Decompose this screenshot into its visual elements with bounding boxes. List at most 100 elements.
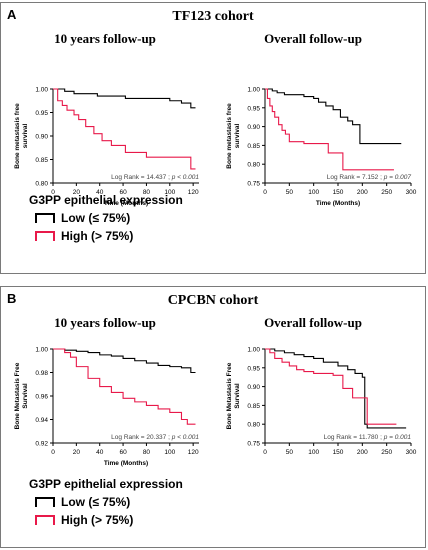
y-tick-label: 0.96 (35, 394, 48, 401)
x-tick-label: 60 (119, 189, 127, 196)
x-tick-label: 50 (286, 449, 294, 456)
legend-item-high: High (> 75%) (35, 229, 133, 243)
y-tick-label: 0.95 (247, 365, 260, 372)
log-rank-value: Log Rank = 14.437 ; (111, 174, 172, 181)
log-rank-annotation: Log Rank = 7.152 ; p = 0.007 (327, 174, 412, 181)
y-tick-label: 0.95 (247, 105, 260, 112)
legend-label: Low (≤ 75%) (61, 211, 131, 225)
y-axis-label-line: survival (234, 124, 241, 149)
p-value: p < 0.001 (171, 434, 200, 441)
x-tick-label: 80 (143, 449, 151, 456)
y-tick-label: 0.90 (35, 134, 48, 141)
y-tick-label: 1.00 (35, 87, 48, 94)
x-tick-label: 250 (381, 189, 392, 196)
y-axis-label-line: Bone metastasis free (226, 103, 233, 169)
legend-label: High (> 75%) (61, 229, 134, 243)
legend-item-high: High (> 75%) (35, 513, 133, 527)
log-rank-value: Log Rank = 20.337 ; (111, 434, 172, 441)
y-tick-label: 0.92 (35, 441, 48, 448)
x-tick-label: 40 (96, 449, 104, 456)
legend-step-icon (35, 497, 55, 507)
x-tick-label: 150 (333, 189, 344, 196)
x-tick-label: 80 (143, 189, 151, 196)
log-rank-annotation: Log Rank = 20.337 ; p < 0.001 (111, 434, 199, 441)
km-curve-low (265, 88, 402, 145)
km-chart-b-10y: 0.92 0.94 0.96 0.98 1.00 0 20 40 60 80 100 120 Time … (14, 347, 199, 468)
x-tick-label: 50 (286, 189, 294, 196)
x-tick-label: 0 (263, 449, 267, 456)
km-chart-a-10y: 0.80 0.85 0.90 0.95 1.00 0 20 40 60 80 100 120 Time … (14, 87, 199, 208)
y-axis-label-line: Survival (22, 383, 29, 408)
legend-step-icon (35, 213, 55, 223)
legend-step-icon (35, 231, 55, 241)
y-axis-label: Bone metastasis freesurvival (14, 103, 29, 169)
x-tick-label: 0 (51, 189, 55, 196)
km-chart-b-overall: 0.75 0.80 0.85 0.90 0.95 1.00 0 50 100 150 200 250 3… (226, 347, 417, 457)
y-tick-label: 0.90 (247, 384, 260, 391)
km-chart-a-overall: 0.75 0.80 0.85 0.90 0.95 1.00 0 50 100 150 200 250 3… (226, 87, 417, 208)
x-tick-label: 300 (406, 449, 417, 456)
y-tick-label: 0.94 (35, 417, 48, 424)
x-axis-label: Time (Months) (104, 460, 148, 467)
log-rank-value: Log Rank = 11.780 ; (324, 434, 384, 441)
x-tick-label: 100 (308, 189, 319, 196)
panel-letter: B (7, 291, 17, 306)
chart-title: 10 years follow-up (54, 315, 156, 330)
y-tick-label: 0.80 (247, 422, 260, 429)
x-tick-label: 20 (73, 189, 81, 196)
x-axis-label: Time (Months) (104, 200, 148, 207)
km-curve-high (265, 348, 397, 425)
x-tick-label: 60 (119, 449, 127, 456)
legend-label: High (> 75%) (61, 513, 134, 527)
y-tick-label: 0.85 (35, 157, 48, 164)
p-value: p = 0.001 (383, 434, 412, 441)
x-axis-label: Time (Months) (316, 200, 360, 207)
legend-step-icon (35, 515, 55, 525)
cohort-title: TF123 cohort (172, 9, 254, 24)
y-axis-label-line: Bone Metastasis Free (226, 362, 233, 429)
panel-letter: A (7, 7, 17, 22)
y-tick-label: 1.00 (35, 347, 48, 354)
y-axis-label: Bone metastasis freesurvival (226, 103, 241, 169)
y-tick-label: 0.85 (247, 143, 260, 150)
chart-title: Overall follow-up (264, 31, 362, 46)
km-curve-low (53, 88, 196, 109)
x-tick-label: 120 (188, 189, 199, 196)
y-axis-label-line: survival (22, 124, 29, 149)
y-tick-label: 0.90 (247, 124, 260, 131)
legend-item-low: Low (≤ 75%) (35, 211, 130, 225)
y-axis-label: Bone Metastasis FreeSurvival (14, 362, 29, 429)
km-curve-high (53, 88, 196, 170)
y-axis-label-line: Survival (234, 383, 241, 408)
cohort-title: CPCBN cohort (167, 293, 259, 308)
x-tick-label: 40 (96, 189, 104, 196)
panel-a: A TF123 cohort 10 years follow-up Overal… (0, 2, 426, 274)
y-tick-label: 1.00 (247, 347, 260, 354)
p-value: p < 0.001 (171, 174, 200, 181)
log-rank-annotation: Log Rank = 14.437 ; p < 0.001 (111, 174, 199, 181)
x-tick-label: 100 (308, 449, 319, 456)
panel-b: B CPCBN cohort 10 years follow-up Overal… (0, 286, 426, 548)
legend-title: G3PP epithelial expression (29, 193, 183, 207)
x-tick-label: 120 (188, 449, 199, 456)
y-tick-label: 0.80 (247, 162, 260, 169)
km-curve-low (265, 348, 407, 429)
legend-label: Low (≤ 75%) (61, 495, 131, 509)
x-tick-label: 250 (381, 449, 392, 456)
x-tick-label: 300 (406, 189, 417, 196)
km-curve-low (53, 348, 196, 374)
x-tick-label: 20 (73, 449, 81, 456)
x-tick-label: 200 (357, 449, 368, 456)
y-tick-label: 1.00 (247, 87, 260, 94)
y-axis-label: Bone Metastasis FreeSurvival (226, 362, 241, 429)
km-curve-high (265, 88, 394, 171)
log-rank-value: Log Rank = 7.152 ; (327, 174, 384, 181)
chart-title: Overall follow-up (264, 315, 362, 330)
km-curve-high (53, 348, 196, 425)
y-tick-label: 0.95 (35, 110, 48, 117)
y-axis-label-line: Bone Metastasis Free (14, 362, 21, 429)
log-rank-annotation: Log Rank = 11.780 ; p = 0.001 (324, 434, 412, 441)
p-value: p = 0.007 (383, 174, 412, 181)
legend-item-low: Low (≤ 75%) (35, 495, 130, 509)
x-tick-label: 150 (333, 449, 344, 456)
